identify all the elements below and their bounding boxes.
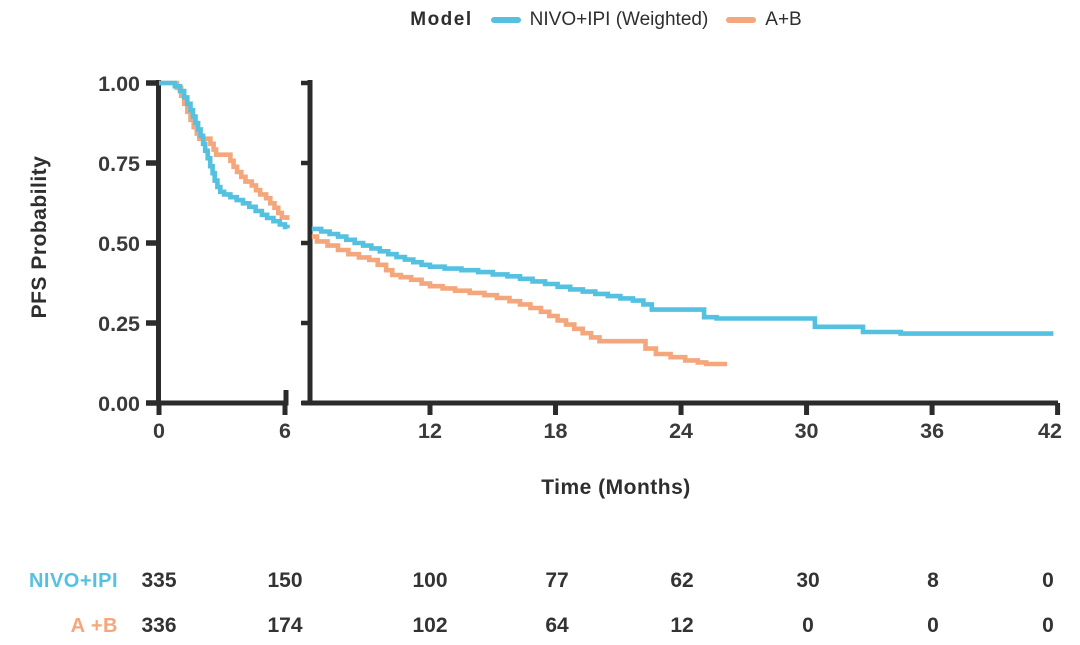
x-tick-label: 24	[669, 419, 693, 443]
curve-nivo-ipi-weighted-right	[311, 226, 1054, 336]
x-axis-title: Time (Months)	[541, 476, 691, 499]
chart-legend: Model NIVO+IPI (Weighted) A+B	[132, 9, 1080, 31]
risk-table-row: A +B 336 174 102 64 12 0 0 0	[0, 611, 1080, 641]
risk-value: 64	[545, 614, 569, 637]
legend-title: Model	[410, 9, 473, 30]
x-tick-label: 42	[1038, 419, 1062, 443]
km-plot: 1.00 0.75 0.50 0.25 0.00 0 6 12 18 24 30 36 42	[98, 72, 1062, 443]
y-tick-label: 0.00	[98, 392, 140, 416]
curve-a-b-left	[159, 80, 290, 220]
risk-value: 335	[141, 569, 177, 592]
risk-value: 0	[927, 614, 939, 637]
risk-value: 102	[412, 614, 448, 637]
y-tick-label: 1.00	[98, 72, 140, 96]
y-tick-label: 0.75	[98, 152, 140, 176]
risk-value: 174	[267, 614, 303, 637]
legend-label-a-plus-b: A+B	[765, 9, 802, 30]
risk-row-label: NIVO+IPI	[28, 570, 118, 592]
legend-label-nivo-ipi-weighted: NIVO+IPI (Weighted)	[529, 9, 709, 30]
x-tick-label: 12	[418, 419, 442, 443]
y-tick-label: 0.25	[98, 312, 140, 336]
y-tick-label: 0.50	[98, 232, 140, 256]
risk-value: 12	[670, 614, 694, 637]
x-tick-label: 36	[920, 419, 944, 443]
risk-value: 8	[927, 569, 939, 592]
risk-row-label: A +B	[70, 615, 118, 637]
risk-value: 0	[802, 614, 814, 637]
curve-nivo-ipi-weighted-left	[159, 80, 290, 230]
a-plus-b-line-swatch	[726, 17, 757, 23]
risk-value: 100	[412, 569, 448, 592]
risk-value: 336	[141, 614, 177, 637]
nivo-ipi-line-swatch	[490, 17, 521, 23]
risk-value: 30	[796, 569, 820, 592]
risk-value: 150	[267, 569, 303, 592]
risk-value: 0	[1042, 569, 1054, 592]
x-tick-label: 30	[795, 419, 819, 443]
x-tick-label: 18	[544, 419, 568, 443]
curve-a-b-right	[311, 234, 728, 367]
x-tick-label: 6	[279, 419, 291, 443]
risk-value: 0	[1042, 614, 1054, 637]
x-tick-label: 0	[153, 419, 165, 443]
risk-value: 77	[545, 569, 569, 592]
risk-value: 62	[670, 569, 694, 592]
risk-table-row: NIVO+IPI 335 150 100 77 62 30 8 0	[0, 566, 1080, 596]
legend-item-a-plus-b: A+B	[726, 9, 802, 31]
legend-item-nivo-ipi-weighted: NIVO+IPI (Weighted)	[490, 9, 709, 31]
